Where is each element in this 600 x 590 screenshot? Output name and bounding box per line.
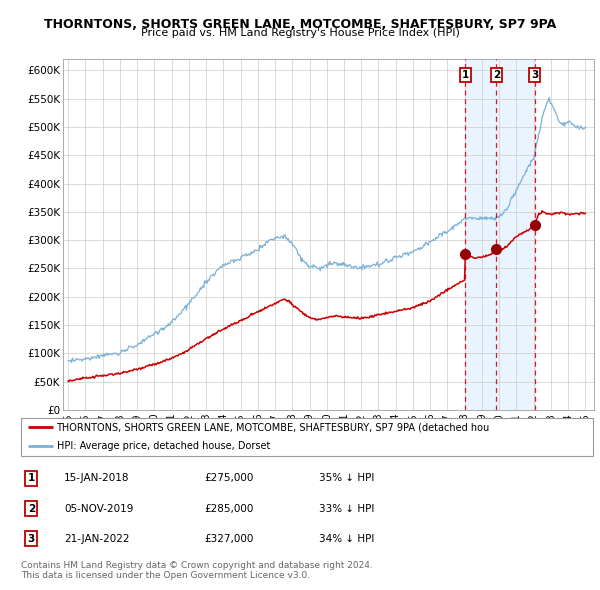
Text: HPI: Average price, detached house, Dorset: HPI: Average price, detached house, Dors… <box>56 441 270 451</box>
Bar <box>466 59 535 410</box>
Text: 15-JAN-2018: 15-JAN-2018 <box>64 473 130 483</box>
Text: Contains HM Land Registry data © Crown copyright and database right 2024.
This d: Contains HM Land Registry data © Crown c… <box>21 560 373 580</box>
Text: £275,000: £275,000 <box>205 473 254 483</box>
Text: 05-NOV-2019: 05-NOV-2019 <box>64 504 133 513</box>
Text: 3: 3 <box>28 534 35 544</box>
Text: 33% ↓ HPI: 33% ↓ HPI <box>319 504 374 513</box>
Text: 1: 1 <box>462 70 469 80</box>
FancyBboxPatch shape <box>21 418 593 457</box>
Text: £327,000: £327,000 <box>205 534 254 544</box>
Text: 2: 2 <box>493 70 500 80</box>
Text: 35% ↓ HPI: 35% ↓ HPI <box>319 473 374 483</box>
Text: 1: 1 <box>28 473 35 483</box>
Text: Price paid vs. HM Land Registry's House Price Index (HPI): Price paid vs. HM Land Registry's House … <box>140 28 460 38</box>
Text: 3: 3 <box>531 70 538 80</box>
Text: 34% ↓ HPI: 34% ↓ HPI <box>319 534 374 544</box>
Text: 21-JAN-2022: 21-JAN-2022 <box>64 534 130 544</box>
Text: THORNTONS, SHORTS GREEN LANE, MOTCOMBE, SHAFTESBURY, SP7 9PA (detached hou: THORNTONS, SHORTS GREEN LANE, MOTCOMBE, … <box>56 422 490 432</box>
Text: 2: 2 <box>28 504 35 513</box>
Text: £285,000: £285,000 <box>205 504 254 513</box>
Text: THORNTONS, SHORTS GREEN LANE, MOTCOMBE, SHAFTESBURY, SP7 9PA: THORNTONS, SHORTS GREEN LANE, MOTCOMBE, … <box>44 18 556 31</box>
